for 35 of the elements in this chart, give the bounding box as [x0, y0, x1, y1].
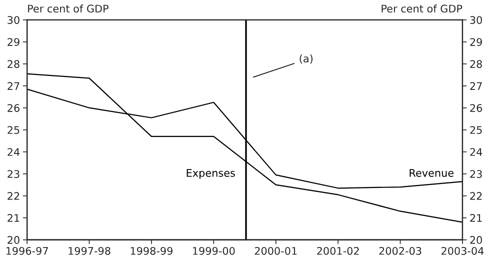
- y2-tick-label: 29: [470, 38, 482, 46]
- y-tick-label: 28: [8, 60, 20, 68]
- annotation: (a): [300, 54, 313, 64]
- y2-tick-label: 20: [470, 236, 482, 244]
- y2-tick-label: 23: [470, 170, 482, 178]
- y-tick-label: 20: [8, 236, 20, 244]
- series-label: Revenue: [410, 169, 454, 177]
- y2-axis-title: Per cent of GDP: [382, 4, 462, 13]
- x-tick-label: 1997-98: [68, 246, 110, 255]
- x-tick-label: 1998-99: [130, 246, 172, 255]
- x-tick-label: 1999-00: [193, 246, 235, 255]
- x-tick-label: 2002-03: [379, 246, 422, 255]
- y-tick-label: 26: [8, 104, 20, 112]
- y2-tick-label: 25: [470, 126, 482, 134]
- series-label: Expenses: [186, 169, 235, 179]
- y2-tick-label: 28: [470, 60, 482, 68]
- y-tick-label: 23: [8, 170, 20, 178]
- y-tick-label: 30: [8, 16, 20, 24]
- y-axis-title: Per cent of GDP: [28, 4, 108, 13]
- y2-tick-label: 22: [470, 192, 482, 200]
- x-tick-label: 2003-04: [441, 246, 484, 255]
- y-tick-label: 24: [8, 148, 20, 156]
- y2-tick-label: 26: [470, 104, 482, 112]
- y-tick-label: 22: [8, 192, 20, 200]
- y2-tick-label: 27: [470, 82, 482, 90]
- y2-tick-label: 21: [470, 214, 482, 222]
- y2-tick-label: 30: [470, 16, 482, 24]
- x-tick-label: 2000-01: [254, 246, 297, 255]
- x-tick-label: 2001-02: [317, 246, 359, 255]
- y-tick-label: 25: [8, 126, 20, 134]
- y-tick-label: 27: [8, 82, 20, 90]
- y-tick-label: 29: [8, 38, 20, 46]
- y2-tick-label: 24: [470, 148, 482, 156]
- y-tick-label: 21: [8, 214, 20, 222]
- x-tick-label: 1996-97: [6, 246, 48, 255]
